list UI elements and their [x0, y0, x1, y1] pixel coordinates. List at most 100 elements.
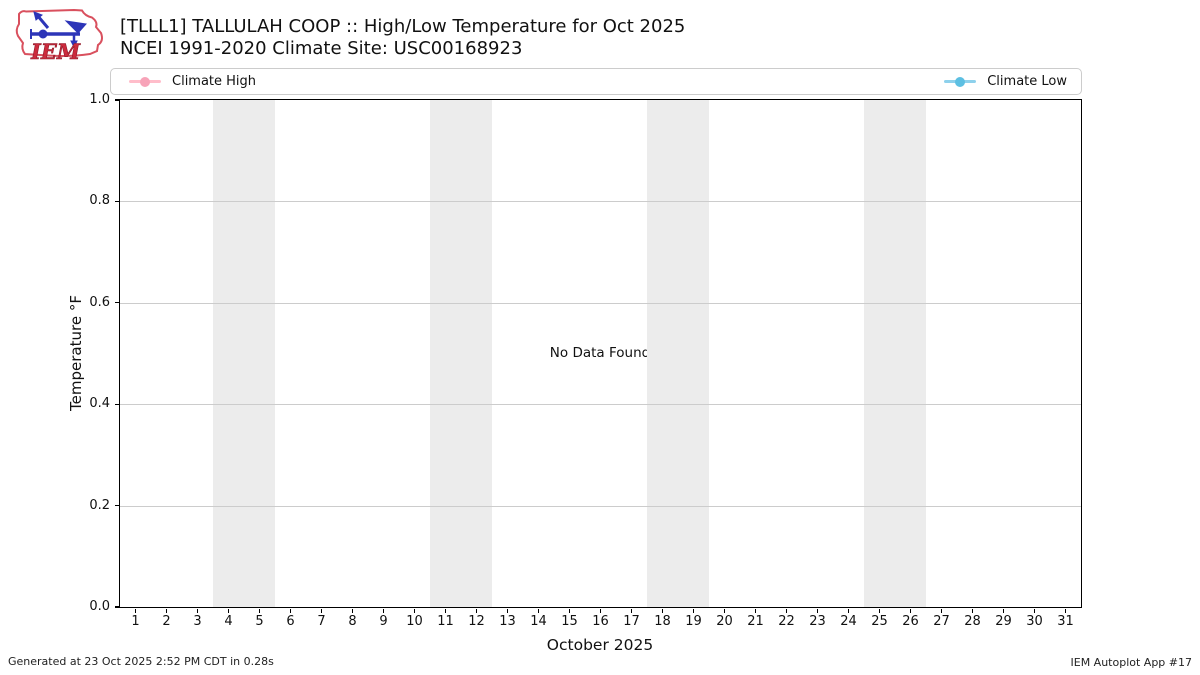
- x-tick-mark: [413, 608, 416, 613]
- y-tick-mark: [114, 403, 119, 405]
- x-tick-mark: [165, 608, 168, 613]
- x-tick-label: 6: [286, 614, 295, 629]
- weekend-band: [212, 99, 275, 607]
- x-tick-label: 21: [747, 614, 764, 629]
- chart-subtitle: NCEI 1991-2020 Climate Site: USC00168923: [120, 38, 523, 59]
- gridline: [119, 505, 1081, 507]
- x-tick-mark: [196, 608, 199, 613]
- x-tick-mark: [940, 608, 943, 613]
- x-tick-label: 10: [406, 614, 423, 629]
- x-tick-mark: [878, 608, 881, 613]
- x-tick-mark: [754, 608, 757, 613]
- climate-high-marker-icon: [129, 76, 161, 87]
- x-tick-label: 26: [902, 614, 919, 629]
- x-tick-mark: [568, 608, 571, 613]
- y-tick-label: 0.2: [89, 497, 110, 513]
- weekend-band: [863, 99, 926, 607]
- x-tick-mark: [630, 608, 633, 613]
- legend-item-climate-high: Climate High: [129, 74, 256, 89]
- x-tick-mark: [599, 608, 602, 613]
- x-tick-label: 12: [468, 614, 485, 629]
- x-tick-mark: [475, 608, 478, 613]
- y-axis-tick-marks: [114, 99, 119, 608]
- gridline: [119, 302, 1081, 304]
- x-tick-mark: [816, 608, 819, 613]
- x-tick-label: 1: [131, 614, 140, 629]
- x-tick-label: 16: [592, 614, 609, 629]
- x-tick-label: 2: [162, 614, 171, 629]
- x-tick-mark: [909, 608, 912, 613]
- x-tick-label: 22: [778, 614, 795, 629]
- gridline: [119, 404, 1081, 405]
- x-tick-mark: [351, 608, 354, 613]
- x-tick-label: 7: [317, 614, 326, 629]
- y-tick-label: 1.0: [89, 92, 110, 107]
- x-tick-label: 24: [840, 614, 857, 629]
- x-tick-mark: [537, 608, 540, 613]
- weather-vane-icon: [30, 11, 87, 49]
- no-data-message: No Data Found: [549, 345, 651, 362]
- x-tick-mark: [444, 608, 447, 613]
- x-tick-mark: [289, 608, 292, 613]
- x-tick-mark: [785, 608, 788, 613]
- y-tick-mark: [114, 606, 119, 608]
- legend-label: Climate Low: [987, 74, 1067, 89]
- y-tick-label: 0.0: [89, 599, 110, 614]
- x-axis-label: October 2025: [546, 636, 654, 654]
- x-tick-label: 5: [255, 614, 264, 629]
- x-axis-tick-labels: 1 2 3 4 5 6 7 8 9 10 11 12 13 14 15 16 17 18 19 20 21 22 23 24 2…: [120, 614, 1081, 630]
- y-tick-label: 0.8: [89, 193, 110, 209]
- weekend-band: [646, 99, 709, 607]
- x-tick-label: 25: [871, 614, 888, 629]
- plot-area: No Data Found: [118, 98, 1082, 608]
- x-tick-mark: [971, 608, 974, 613]
- legend: Climate High Climate Low: [110, 68, 1082, 95]
- y-axis-tick-labels: 0.0 0.2 0.4 0.6 0.8 1.0: [0, 92, 110, 614]
- x-tick-label: 9: [379, 614, 388, 629]
- iem-logo: IEM: [15, 8, 103, 64]
- app-credit: IEM Autoplot App #17: [1070, 656, 1193, 669]
- legend-label: Climate High: [172, 74, 257, 89]
- x-tick-mark: [134, 608, 137, 613]
- x-tick-mark: [320, 608, 323, 613]
- x-tick-label: 23: [809, 614, 826, 629]
- x-tick-label: 8: [348, 614, 357, 629]
- x-tick-mark: [661, 608, 664, 613]
- weekend-band: [429, 99, 492, 607]
- x-tick-label: 14: [530, 614, 547, 629]
- x-tick-label: 11: [437, 614, 454, 629]
- chart-title: [TLLL1] TALLULAH COOP :: High/Low Temper…: [120, 16, 686, 37]
- y-tick-mark: [114, 302, 119, 304]
- y-tick-label: 0.6: [89, 294, 110, 310]
- x-tick-mark: [1064, 608, 1067, 613]
- x-tick-mark: [227, 608, 230, 613]
- iem-logo-text: IEM: [30, 39, 81, 64]
- climate-low-marker-icon: [944, 76, 977, 87]
- x-tick-label: 28: [964, 614, 981, 629]
- x-tick-mark: [692, 608, 695, 613]
- x-axis-tick-marks: [120, 608, 1081, 613]
- generated-timestamp: Generated at 23 Oct 2025 2:52 PM CDT in …: [8, 655, 274, 668]
- x-tick-label: 30: [1026, 614, 1043, 629]
- x-tick-label: 18: [654, 614, 671, 629]
- x-tick-label: 15: [561, 614, 578, 629]
- y-tick-mark: [114, 99, 119, 101]
- chart-titles: [TLLL1] TALLULAH COOP :: High/Low Temper…: [120, 16, 685, 60]
- x-tick-label: 31: [1057, 614, 1074, 629]
- x-tick-label: 3: [193, 614, 202, 629]
- y-tick-mark: [114, 200, 119, 203]
- x-tick-mark: [1002, 608, 1005, 613]
- x-tick-label: 13: [499, 614, 516, 629]
- x-tick-mark: [1033, 608, 1036, 613]
- x-tick-label: 29: [995, 614, 1012, 629]
- x-tick-label: 17: [623, 614, 640, 629]
- legend-item-climate-low: Climate Low: [944, 74, 1067, 89]
- x-tick-label: 19: [685, 614, 702, 629]
- x-tick-label: 27: [933, 614, 950, 629]
- x-tick-mark: [847, 608, 850, 613]
- x-tick-mark: [506, 608, 509, 613]
- y-tick-mark: [114, 504, 119, 507]
- x-tick-label: 4: [224, 614, 233, 629]
- x-tick-mark: [382, 608, 385, 613]
